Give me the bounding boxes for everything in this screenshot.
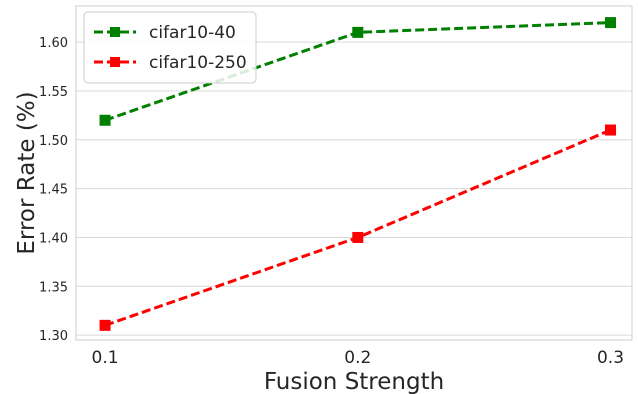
data-point-cifar10-40 <box>352 26 364 38</box>
x-tick-label: 0.2 <box>344 348 371 368</box>
data-point-cifar10-40 <box>99 114 111 126</box>
grid-lines <box>76 41 632 336</box>
legend-box <box>83 11 257 84</box>
x-tick-label: 0.1 <box>92 348 119 368</box>
y-tick-label: 1.30 <box>39 329 68 344</box>
y-tick-label: 1.50 <box>39 134 68 149</box>
data-point-cifar10-250 <box>352 231 364 243</box>
y-tick-labels: 1.30 1.35 1.40 1.45 1.50 1.55 1.60 <box>39 36 68 344</box>
legend-marker-cifar10-40 <box>110 27 120 37</box>
series-layer <box>99 17 617 331</box>
y-tick-label: 1.35 <box>39 280 68 295</box>
y-tick-label: 1.40 <box>39 231 68 246</box>
x-tick-labels: 0.1 0.2 0.3 <box>92 348 625 368</box>
y-tick-label: 1.55 <box>39 85 68 100</box>
y-axis-label: Error Rate (%) <box>14 91 40 254</box>
data-point-cifar10-40 <box>605 17 617 29</box>
x-tick-label: 0.3 <box>597 348 624 368</box>
data-point-cifar10-250 <box>605 124 617 136</box>
legend-label-cifar10-40: cifar10-40 <box>149 23 236 43</box>
legend-marker-cifar10-250 <box>110 57 120 67</box>
legend: cifar10-40 cifar10-250 <box>83 11 257 84</box>
y-tick-label: 1.45 <box>39 183 68 198</box>
y-tick-label: 1.60 <box>39 36 68 51</box>
legend-label-cifar10-250: cifar10-250 <box>149 53 247 73</box>
x-axis-label: Fusion Strength <box>264 369 444 394</box>
data-point-cifar10-250 <box>99 319 111 331</box>
